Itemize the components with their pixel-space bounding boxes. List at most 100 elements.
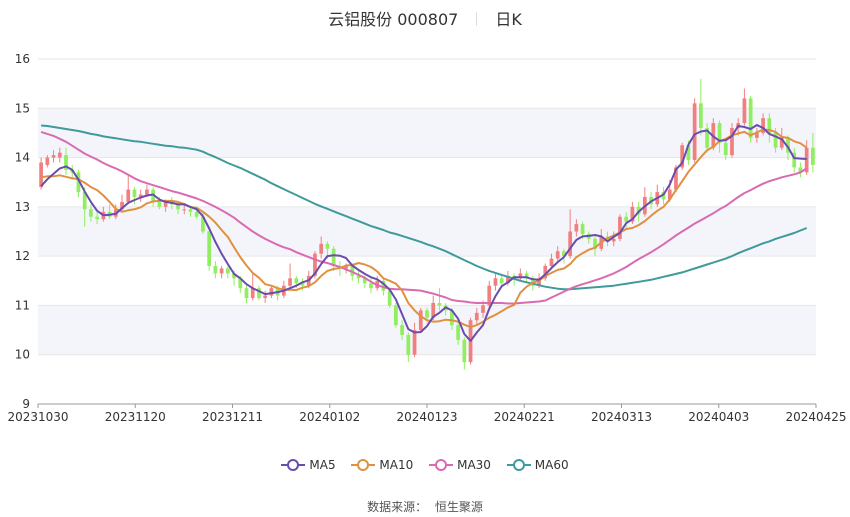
candle-body (138, 194, 143, 197)
candle (611, 231, 616, 247)
candle (705, 123, 709, 153)
candle-body (574, 224, 579, 232)
candle-body (294, 278, 299, 284)
legend-item-ma30[interactable]: MA30 (429, 458, 491, 472)
candle-body (157, 201, 162, 207)
source-value: 恒生聚源 (434, 500, 483, 514)
x-tick-label: 20240403 (688, 410, 749, 424)
candle (811, 132, 815, 173)
legend-label-ma5: MA5 (309, 458, 336, 472)
x-tick-label: 20240425 (785, 410, 846, 424)
candle-body (755, 132, 759, 138)
legend-marker-ma60 (506, 459, 531, 471)
candle-body (45, 157, 50, 165)
candle-body (201, 216, 205, 232)
candle-body (325, 243, 330, 249)
candle-body (462, 339, 467, 363)
candle (568, 209, 573, 259)
candle (225, 266, 230, 279)
candle (730, 123, 734, 158)
candlestick-chart[interactable]: 9 10 11 12 13 14 15 16 20231030 20231120 20231211… (0, 0, 850, 450)
candle (219, 266, 224, 279)
candle-body (618, 216, 622, 239)
candle-body (126, 189, 131, 202)
legend-marker-ma5 (281, 459, 306, 471)
candle (618, 214, 622, 242)
candle-body (145, 189, 149, 195)
candle (182, 204, 187, 215)
legend-item-ma5[interactable]: MA5 (281, 458, 336, 472)
candle (207, 229, 212, 271)
candle (151, 187, 156, 207)
candle (188, 206, 193, 217)
candle-body (661, 192, 666, 200)
candle (792, 147, 797, 173)
candle-body (680, 145, 685, 168)
candle (493, 273, 498, 291)
candle (331, 246, 336, 271)
candle-body (487, 285, 492, 306)
candle-body (163, 201, 168, 207)
candle-body (369, 283, 373, 289)
candle-body (412, 330, 417, 355)
x-tick-label: 20240313 (591, 410, 652, 424)
candle (767, 113, 772, 143)
candle-body (630, 206, 635, 222)
candle-body (418, 310, 423, 331)
candle (244, 283, 249, 303)
candle-body (580, 224, 585, 234)
line-ma60 (41, 124, 808, 291)
legend-marker-ma30 (429, 459, 454, 471)
y-tick-label: 10 (15, 348, 30, 362)
candle (213, 261, 218, 279)
candle-body (257, 288, 261, 299)
y-tick-label: 13 (15, 200, 30, 214)
line-ma10 (40, 128, 808, 329)
candle (742, 88, 747, 126)
candle-body (431, 302, 436, 318)
candle-body (456, 325, 460, 340)
candle (655, 184, 660, 207)
candle-body (549, 258, 554, 266)
candle-body (562, 251, 566, 257)
stock-name: 云铝股份 000807 (328, 10, 459, 29)
candle (400, 320, 404, 340)
x-tick-label: 20240102 (299, 410, 360, 424)
candle-body (723, 142, 728, 156)
data-source: 数据来源： 恒生聚源 (0, 498, 850, 515)
candle (412, 322, 417, 358)
candle-body (698, 103, 703, 128)
candle-body (730, 128, 734, 156)
x-tick-label: 20240123 (396, 410, 457, 424)
y-tick-label: 11 (15, 298, 30, 312)
candle-body (120, 201, 124, 210)
candle-body (568, 231, 573, 257)
candle (437, 288, 442, 311)
legend-item-ma60[interactable]: MA60 (506, 458, 569, 472)
candle-body (761, 118, 765, 133)
candle (39, 157, 43, 190)
candle (555, 246, 560, 262)
candle-body (798, 167, 803, 173)
candle (593, 236, 597, 257)
candle-body (219, 268, 224, 274)
candle (761, 113, 765, 136)
chart-title: 云铝股份 000807 日K (0, 6, 850, 30)
line-ma30 (40, 130, 808, 305)
x-tick-label: 20231120 (105, 410, 166, 424)
candle-body (593, 238, 597, 249)
candle (723, 137, 728, 161)
candle (574, 219, 579, 237)
legend-label-ma60: MA60 (534, 458, 569, 472)
candle (692, 98, 697, 163)
y-tick-label: 12 (15, 249, 30, 263)
candle-body (95, 216, 99, 220)
legend-item-ma10[interactable]: MA10 (351, 458, 413, 472)
candle (394, 302, 398, 328)
legend-label-ma30: MA30 (457, 458, 491, 472)
candle (45, 155, 50, 168)
candle (418, 307, 423, 333)
candle-body (518, 273, 523, 279)
line-ma5 (40, 124, 807, 342)
candle (456, 320, 460, 345)
